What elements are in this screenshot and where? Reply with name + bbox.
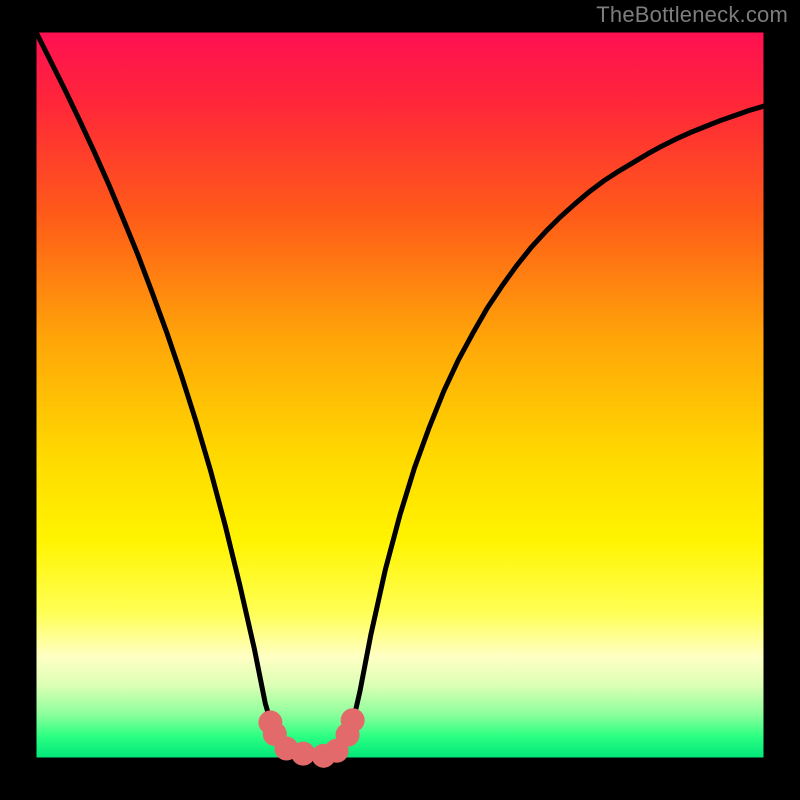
marker-point [341,708,365,732]
watermark-label: TheBottleneck.com [596,2,788,28]
marker-point [291,742,315,766]
chart-container: TheBottleneck.com [0,0,800,800]
plot-background [36,32,764,758]
bottleneck-chart [0,0,800,800]
